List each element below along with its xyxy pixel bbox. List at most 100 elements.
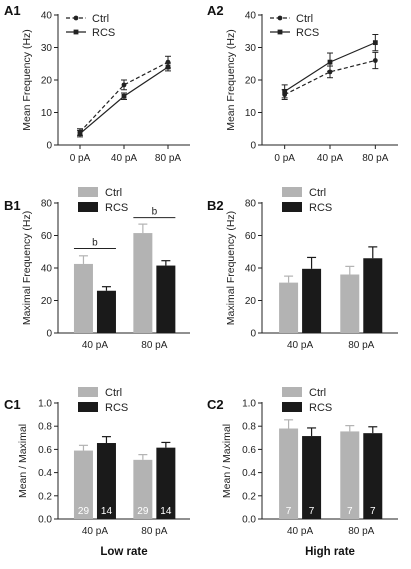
legend-label: Ctrl: [92, 13, 109, 25]
legend-swatch: [78, 187, 98, 197]
bar-ctrl: [279, 282, 299, 333]
bar-rcs: [156, 447, 176, 519]
x-tick-label: 80 pA: [141, 340, 167, 351]
x-axis-label: Low rate: [100, 546, 147, 558]
y-axis-label: Maximal Frequency (Hz): [21, 211, 33, 325]
legend-marker: [73, 29, 79, 35]
legend-label: Ctrl: [296, 13, 313, 25]
y-axis-label: Mean Frequency (Hz): [21, 29, 33, 131]
y-tick-label: 10: [41, 108, 53, 119]
sample-size-label: 7: [370, 506, 376, 517]
bar-rcs: [363, 433, 383, 519]
data-point: [121, 93, 127, 99]
panel-label-B2: B2: [207, 198, 224, 213]
bar-rcs: [96, 290, 116, 333]
x-tick-label: 40 pA: [287, 526, 313, 537]
sample-size-label: 14: [101, 506, 113, 517]
significance-label: b: [152, 207, 158, 218]
y-tick-label: 60: [41, 231, 53, 242]
sample-size-label: 7: [347, 506, 353, 517]
bar-ctrl: [73, 450, 93, 519]
bar-rcs: [302, 436, 322, 519]
legend-label: RCS: [105, 202, 128, 214]
sample-size-label: 7: [309, 506, 315, 517]
legend-label: RCS: [309, 402, 332, 414]
x-tick-label: 80 pA: [155, 153, 181, 164]
series-line-ctrl: [284, 59, 376, 96]
x-tick-label: 40 pA: [317, 153, 343, 164]
x-tick-label: 0 pA: [70, 153, 91, 164]
y-tick-label: 0: [250, 329, 256, 340]
y-tick-label: 0.0: [242, 515, 256, 526]
sample-size-label: 14: [160, 506, 172, 517]
legend-label: Ctrl: [309, 187, 326, 199]
panel-label-A1: A1: [4, 3, 21, 18]
data-point: [165, 64, 171, 70]
x-tick-label: 80 pA: [348, 526, 374, 537]
significance-label: b: [92, 238, 98, 249]
y-tick-label: 0.4: [38, 468, 52, 479]
legend-marker: [277, 29, 283, 35]
y-tick-label: 20: [245, 296, 257, 307]
bar-ctrl: [279, 428, 299, 519]
bar-rcs: [96, 443, 116, 519]
bar-rcs: [156, 265, 176, 333]
y-axis-label: Maximal Frequency (Hz): [225, 211, 237, 325]
data-point: [282, 88, 288, 94]
data-point: [327, 69, 333, 75]
y-tick-label: 80: [245, 199, 257, 210]
y-tick-label: 40: [41, 264, 53, 275]
bar-ctrl: [340, 431, 360, 519]
y-tick-label: 10: [245, 108, 257, 119]
y-tick-label: 20: [41, 296, 53, 307]
panel-label-C2: C2: [207, 397, 224, 412]
y-tick-label: 30: [245, 43, 257, 54]
x-axis-label: High rate: [305, 546, 355, 558]
bar-rcs: [302, 268, 322, 333]
y-tick-label: 0.0: [38, 515, 52, 526]
legend-swatch: [282, 202, 302, 212]
legend-label: Ctrl: [105, 387, 122, 399]
y-tick-label: 0.6: [242, 445, 256, 456]
y-tick-label: 0.6: [38, 445, 52, 456]
legend-swatch: [282, 387, 302, 397]
x-tick-label: 40 pA: [82, 340, 108, 351]
legend-label: Ctrl: [105, 187, 122, 199]
y-tick-label: 0: [46, 329, 52, 340]
y-tick-label: 0.8: [242, 422, 256, 433]
y-tick-label: 20: [245, 76, 257, 87]
bar-ctrl: [133, 459, 153, 519]
y-tick-label: 0.8: [38, 422, 52, 433]
y-tick-label: 0.2: [242, 491, 256, 502]
legend-label: RCS: [92, 27, 115, 39]
y-tick-label: 20: [41, 76, 53, 87]
y-axis-label: Mean Frequency (Hz): [225, 29, 237, 131]
y-tick-label: 0.2: [38, 491, 52, 502]
x-tick-label: 80 pA: [348, 340, 374, 351]
x-tick-label: 0 pA: [274, 153, 295, 164]
x-tick-label: 40 pA: [287, 340, 313, 351]
y-tick-label: 40: [245, 264, 257, 275]
panel-label-C1: C1: [4, 397, 21, 412]
legend-marker: [73, 15, 79, 21]
legend-swatch: [282, 187, 302, 197]
legend-swatch: [78, 387, 98, 397]
y-tick-label: 1.0: [242, 399, 256, 410]
x-tick-label: 80 pA: [141, 526, 167, 537]
bar-ctrl: [73, 263, 93, 333]
bar-ctrl: [133, 233, 153, 333]
y-tick-label: 0: [46, 141, 52, 152]
legend-swatch: [282, 402, 302, 412]
y-tick-label: 30: [41, 43, 53, 54]
sample-size-label: 29: [137, 506, 149, 517]
panel-label-A2: A2: [207, 3, 224, 18]
data-point: [372, 40, 378, 46]
x-tick-label: 40 pA: [111, 153, 137, 164]
legend-swatch: [78, 202, 98, 212]
sample-size-label: 29: [78, 506, 90, 517]
legend-swatch: [78, 402, 98, 412]
y-tick-label: 80: [41, 199, 53, 210]
series-line-ctrl: [79, 61, 169, 133]
data-point: [121, 82, 127, 88]
